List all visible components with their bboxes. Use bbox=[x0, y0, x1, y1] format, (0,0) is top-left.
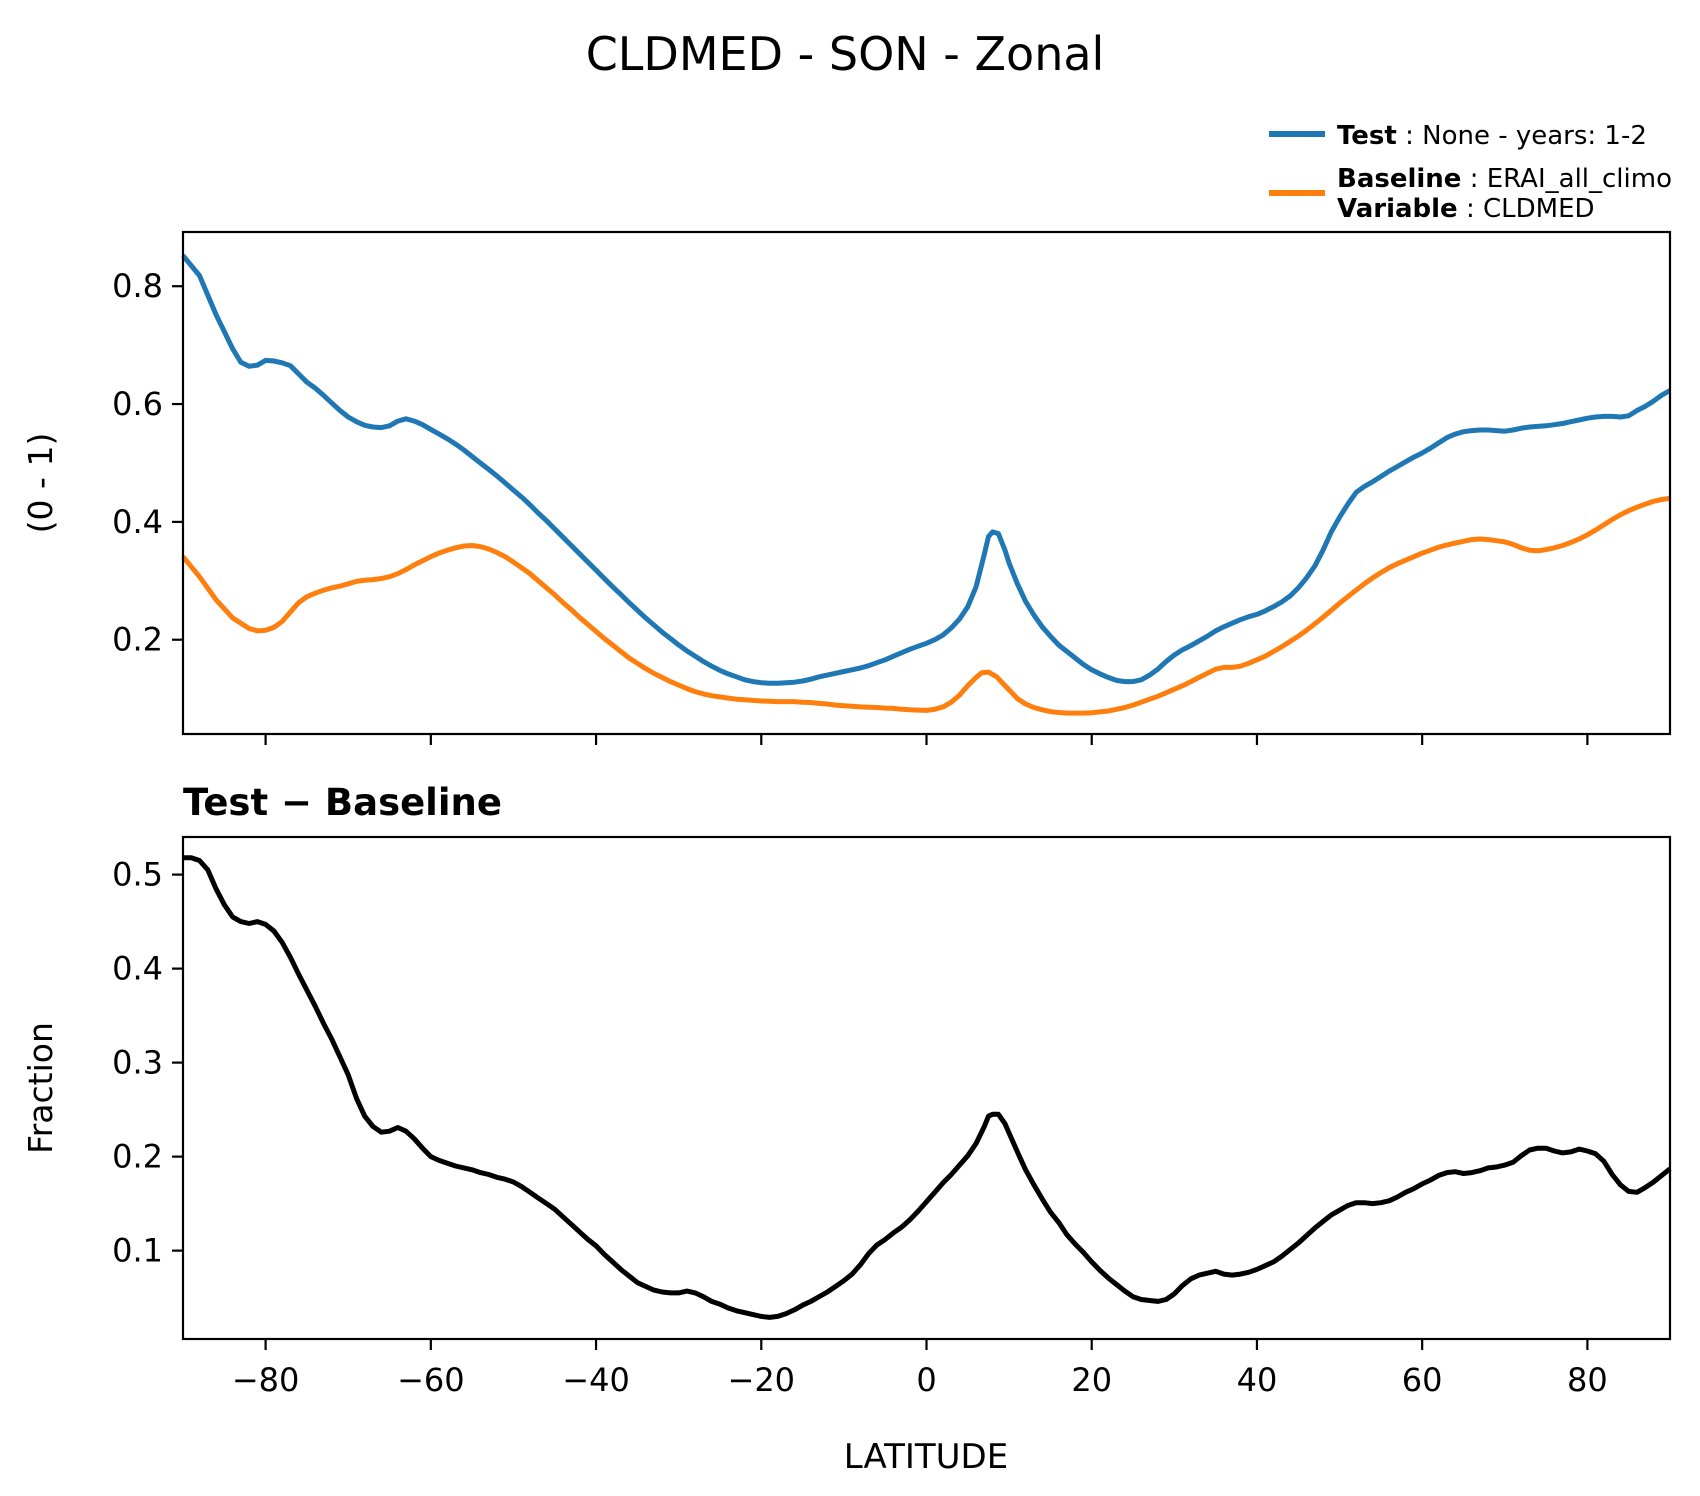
y-tick-label: 0.5 bbox=[112, 856, 163, 894]
top-panel-ylabel: (0 - 1) bbox=[21, 433, 60, 534]
y-tick-label: 0.6 bbox=[112, 385, 163, 423]
x-tick-label: 80 bbox=[1567, 1361, 1608, 1399]
series-line-1-0 bbox=[183, 855, 1672, 1320]
axes-frame bbox=[181, 230, 1672, 736]
legend-test-label: Test : None - years: 1-2 bbox=[1337, 121, 1647, 151]
legend: Test : None - years: 1-2 Baseline : ERAI… bbox=[1269, 121, 1672, 224]
x-tick-label: 40 bbox=[1237, 1361, 1278, 1399]
y-tick-label: 0.4 bbox=[112, 503, 163, 541]
bottom-panel-curves bbox=[183, 855, 1672, 1320]
x-axis-label: LATITUDE bbox=[844, 1437, 1008, 1477]
x-tick-label: 20 bbox=[1071, 1361, 1112, 1399]
y-tick-label: 0.8 bbox=[112, 267, 163, 305]
legend-variable-label: Variable : CLDMED bbox=[1337, 194, 1595, 224]
figure-title: CLDMED - SON - Zonal bbox=[586, 27, 1105, 81]
top-panel: 0.2 0.4 0.6 0.8 (0 - 1) bbox=[21, 230, 1672, 745]
y-tick-label: 0.2 bbox=[112, 1138, 163, 1176]
bottom-panel-ylabel: Fraction bbox=[21, 1022, 60, 1154]
bottom-panel-axes: 0.1 0.2 0.3 0.4 0.5 −80 −60 −40 −20 0 20 40 60 80 bbox=[112, 835, 1672, 1399]
y-tick-label: 0.2 bbox=[112, 621, 163, 659]
x-tick-label: −40 bbox=[562, 1361, 630, 1399]
top-panel-axes: 0.2 0.4 0.6 0.8 bbox=[112, 230, 1672, 745]
y-tick-label: 0.1 bbox=[112, 1232, 163, 1270]
y-tick-label: 0.4 bbox=[112, 950, 163, 988]
series-line-0-0 bbox=[181, 254, 1672, 686]
x-tick-label: −60 bbox=[397, 1361, 465, 1399]
axes-frame bbox=[181, 835, 1672, 1341]
bottom-panel: Test − Baseline 0.1 0.2 0.3 0.4 0.5 −80 −60 −40… bbox=[21, 781, 1672, 1477]
series-line-0-1 bbox=[181, 495, 1671, 716]
bottom-panel-title: Test − Baseline bbox=[183, 781, 502, 824]
x-tick-label: 60 bbox=[1402, 1361, 1443, 1399]
x-tick-label: −80 bbox=[232, 1361, 300, 1399]
legend-baseline-label: Baseline : ERAI_all_climo bbox=[1337, 164, 1672, 194]
top-panel-curves bbox=[181, 254, 1672, 716]
x-tick-label: 0 bbox=[916, 1361, 936, 1399]
y-tick-label: 0.3 bbox=[112, 1044, 163, 1082]
x-tick-label: −20 bbox=[728, 1361, 796, 1399]
